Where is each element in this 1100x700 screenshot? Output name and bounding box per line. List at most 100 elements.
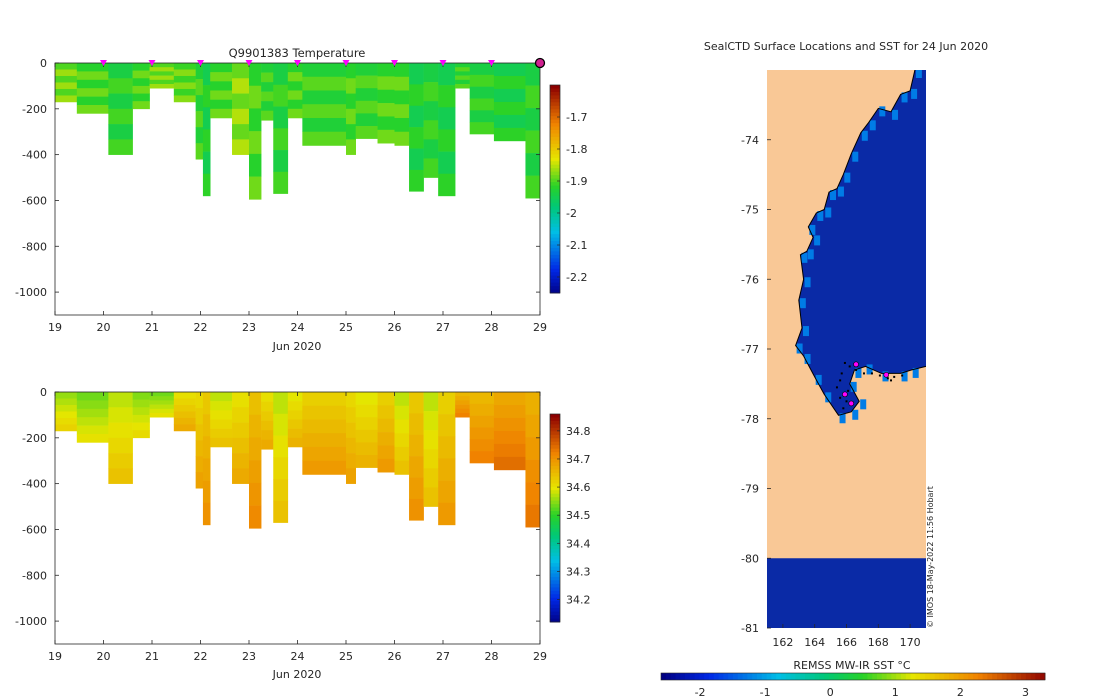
nearshore-pixel: [869, 120, 876, 131]
profile-cell: [132, 93, 150, 102]
profile-cell: [493, 127, 526, 142]
sst-colorbar-segment: [670, 673, 676, 680]
profile-cell: [261, 110, 274, 121]
colorbar-segment: [550, 98, 560, 103]
profile-cell: [232, 392, 250, 408]
colorbar-segment: [550, 227, 560, 231]
profile-cell: [346, 453, 356, 469]
profile-cell: [173, 88, 196, 96]
track-point: [878, 374, 881, 377]
sst-colorbar-segment: [949, 673, 955, 680]
sst-colorbar-segment: [886, 673, 892, 680]
y-tick-label: -1000: [15, 615, 47, 628]
profile-cell: [302, 131, 347, 146]
sst-colorbar-segment: [925, 673, 931, 680]
sst-colorbar-segment: [685, 673, 691, 680]
sst-colorbar-segment: [781, 673, 787, 680]
track-point: [847, 389, 850, 392]
profile-cell: [210, 72, 233, 82]
profile-cell: [287, 108, 303, 119]
map-x-tick-label: 162: [772, 636, 793, 649]
profile-cell: [394, 76, 410, 91]
colorbar-tick-label: -1.8: [566, 143, 587, 156]
profile-cell: [455, 75, 470, 81]
salinity-plot: 19 20 21 22 23 24 25 26 27 28 29 0 -200 -400 -600 -800 -…: [15, 386, 590, 681]
profile-cell: [232, 468, 250, 484]
seal-position-marker: [842, 391, 848, 398]
sst-colorbar-segment: [838, 673, 844, 680]
temperature-plot-title: Q9901383 Temperature: [229, 46, 366, 60]
profile-cell: [423, 120, 439, 140]
profile-cell: [76, 392, 109, 401]
colorbar-segment: [550, 608, 560, 612]
profile-cell: [455, 71, 470, 76]
salinity-profiles: [55, 392, 540, 529]
profile-cell: [302, 419, 347, 434]
profile-cell: [149, 67, 175, 72]
nearshore-pixel: [892, 109, 899, 120]
profile-cell: [423, 468, 439, 488]
profile-cell: [108, 63, 133, 79]
profile-cell: [455, 392, 470, 397]
nearshore-pixel: [839, 413, 846, 424]
profile-cell: [409, 169, 424, 192]
colorbar-segment: [550, 479, 560, 484]
nearshore-pixel: [799, 298, 806, 309]
last-position-marker: [534, 57, 546, 69]
map-y-tick-label: -81: [741, 622, 759, 635]
sst-colorbar-segment: [877, 673, 883, 680]
colorbar-segment: [550, 486, 560, 491]
sst-colorbar-segment: [776, 673, 782, 680]
sst-colorbar-segment: [1001, 673, 1007, 680]
sst-colorbar-segment: [1035, 673, 1041, 680]
y-tick-label: -400: [22, 478, 47, 491]
profile-cell: [173, 417, 196, 425]
profile-cell: [525, 414, 540, 438]
sst-colorbar-segment: [704, 673, 710, 680]
sst-colorbar-segment: [766, 673, 772, 680]
profile-cell: [249, 85, 262, 109]
profile-cell: [394, 104, 410, 119]
profile-cell: [149, 84, 175, 89]
profile-cell: [195, 111, 204, 128]
profile-cell: [346, 78, 356, 94]
profile-cell: [493, 430, 526, 445]
track-point: [862, 372, 865, 375]
temperature-axes: 19 20 21 22 23 24 25 26 27 28 29 0 -200 -400 -600 -800 -…: [15, 57, 547, 334]
profile-cell: [346, 124, 356, 140]
profile-cell: [525, 85, 540, 109]
track-point: [901, 374, 904, 377]
x-tick-label: 27: [436, 650, 450, 663]
profile-cell: [493, 114, 526, 129]
x-tick-label: 23: [242, 321, 256, 334]
profile-cell: [355, 404, 378, 418]
colorbar-segment: [550, 123, 560, 127]
x-tick-label: 28: [485, 321, 499, 334]
colorbar-tick-label: 34.5: [566, 509, 591, 522]
profile-cell: [438, 107, 456, 130]
profile-cell: [55, 63, 78, 70]
sst-colorbar-segment: [867, 673, 873, 680]
colorbar-segment: [550, 466, 560, 470]
profile-cell: [346, 437, 356, 454]
colorbar-tick-label: -2.1: [566, 239, 587, 252]
colorbar-segment: [550, 268, 560, 273]
sst-colorbar-segment: [881, 673, 887, 680]
nearshore-pixel: [860, 399, 867, 410]
profile-cell: [438, 85, 456, 108]
colorbar-segment: [550, 441, 560, 446]
map-ocean: [795, 70, 926, 416]
colorbar-tick-label: -2.2: [566, 271, 587, 284]
profile-cell: [394, 433, 410, 448]
colorbar-tick-label: 34.4: [566, 537, 591, 550]
seal-positions: [842, 361, 890, 407]
colorbar-segment: [550, 524, 560, 529]
profile-cell: [108, 93, 133, 110]
profile-cell: [455, 84, 470, 89]
map-y-tick-label: -78: [741, 413, 759, 426]
colorbar-segment: [550, 583, 560, 588]
profile-cell: [132, 399, 150, 408]
profile-cell: [423, 82, 439, 102]
colorbar-segment: [550, 414, 560, 418]
profile-cell: [469, 451, 495, 464]
